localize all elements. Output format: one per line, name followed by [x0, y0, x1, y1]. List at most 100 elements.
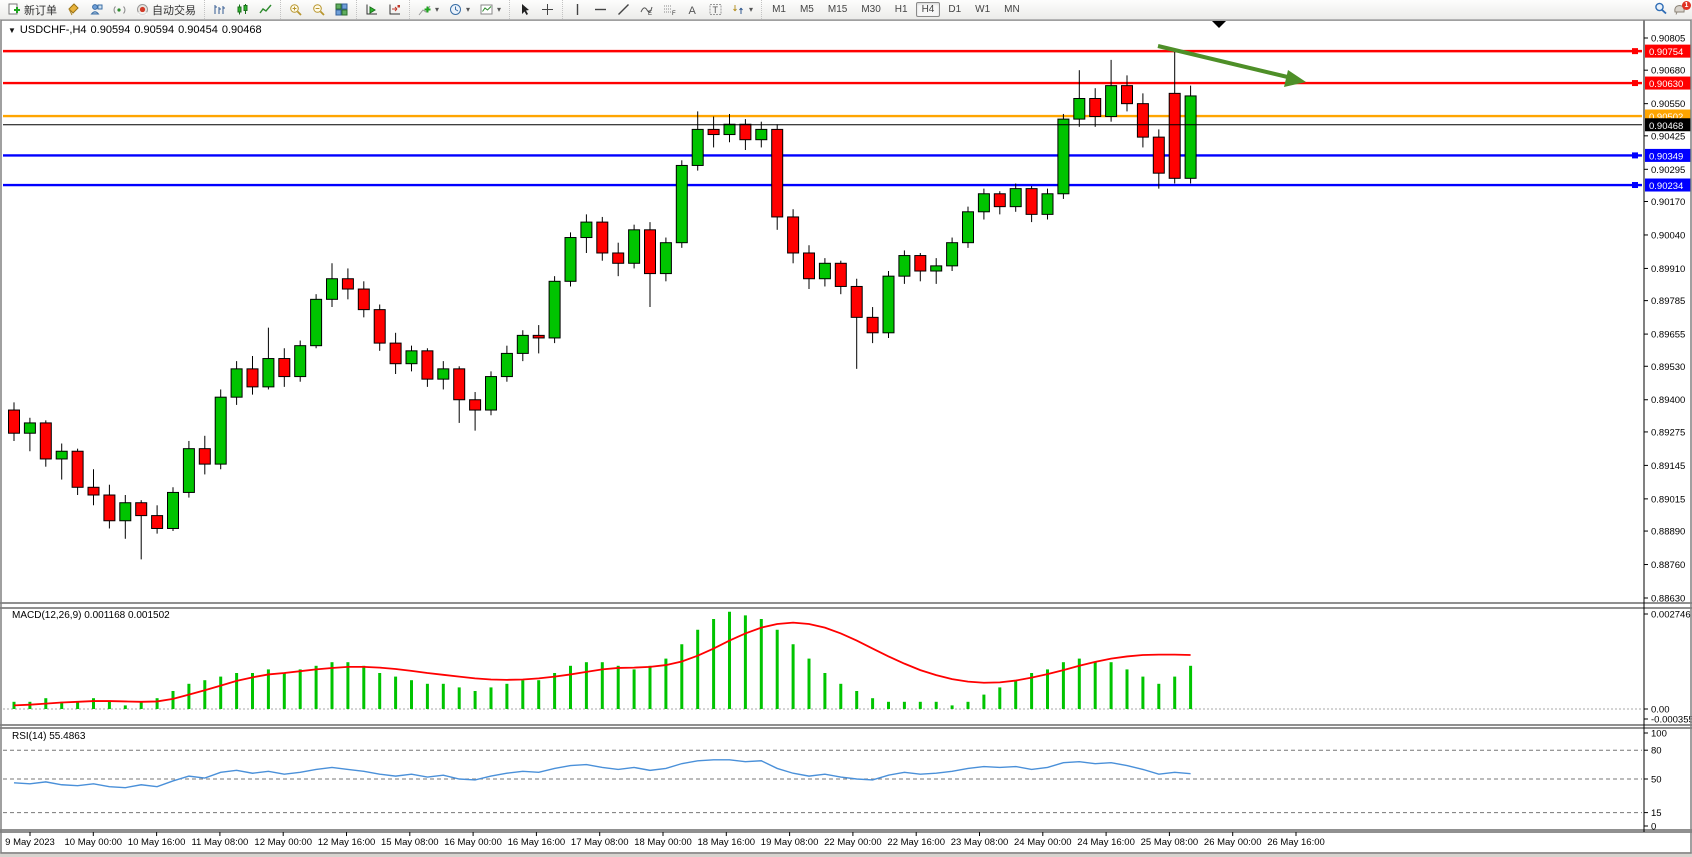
candle — [1168, 92, 1181, 179]
new-order-button[interactable]: 新订单 — [4, 0, 61, 20]
tf-m5-button[interactable]: M5 — [794, 2, 820, 17]
tf-mn-button[interactable]: MN — [998, 2, 1026, 17]
candle — [914, 255, 927, 272]
candle — [1184, 95, 1197, 179]
zoom-in-icon — [289, 3, 302, 16]
tf-m1-button[interactable]: M1 — [766, 2, 792, 17]
line-handle[interactable] — [1632, 182, 1638, 189]
horizontal-lines-layer[interactable] — [3, 48, 1642, 189]
notifications-button[interactable]: 1 — [1673, 0, 1691, 18]
tf-mn-label: MN — [1004, 4, 1020, 15]
line-chart-mode-button[interactable] — [255, 1, 276, 18]
periods-menu-button[interactable]: ▾ — [445, 1, 474, 18]
svg-text:0.90502: 0.90502 — [1649, 112, 1683, 123]
trendline-tool-button[interactable] — [613, 1, 634, 18]
tf-m15-button[interactable]: M15 — [822, 2, 853, 17]
time-label: 12 May 00:00 — [254, 837, 312, 848]
candle — [39, 422, 52, 460]
trend-arrow-annotation[interactable] — [1157, 44, 1297, 81]
bar-chart-mode-icon — [213, 3, 226, 16]
chart-shift-icon — [388, 3, 401, 16]
toolbar-group — [280, 0, 356, 19]
text-tool-button[interactable]: A — [682, 1, 703, 18]
chart-styler-icon — [67, 3, 80, 16]
symbol-period-label: USDCHF-,H4 — [19, 24, 87, 36]
time-label: 22 May 16:00 — [887, 837, 945, 848]
equidistant-channel-tool-button[interactable]: E — [636, 1, 657, 18]
candle — [739, 123, 752, 141]
tf-m30-button[interactable]: M30 — [855, 2, 886, 17]
svg-text:0.90630: 0.90630 — [1649, 79, 1683, 90]
indicators-menu-button[interactable]: ▾ — [414, 1, 443, 18]
candle — [135, 502, 148, 517]
cursor-tool-icon — [518, 3, 531, 16]
svg-text:T: T — [713, 5, 719, 15]
auto-trading-button[interactable]: 自动交易 — [132, 0, 200, 20]
svg-text:0.88630: 0.88630 — [1651, 593, 1685, 604]
candle — [421, 350, 434, 380]
chart-shift-marker[interactable] — [1212, 21, 1226, 28]
candle — [389, 342, 402, 365]
chart-styler-button[interactable] — [63, 1, 84, 18]
cursor-tool-button[interactable] — [514, 1, 535, 18]
candle — [357, 288, 370, 311]
line-handle[interactable] — [1632, 152, 1638, 159]
candle — [1136, 103, 1149, 138]
zoom-out-button[interactable] — [308, 1, 329, 18]
zoom-in-button[interactable] — [285, 1, 306, 18]
time-axis[interactable]: 9 May 2023 10 May 00:00 10 May 16:00 11 May… — [5, 832, 1325, 848]
periods-menu-dropdown-icon[interactable]: ▾ — [466, 5, 471, 14]
line-handle[interactable] — [1632, 80, 1638, 87]
candlestick-mode-button[interactable] — [232, 1, 253, 18]
bar-chart-mode-button[interactable] — [209, 1, 230, 18]
rsi-axis-labels: 100 80 50 15 0 — [1644, 729, 1667, 833]
candle — [500, 352, 513, 378]
candle — [596, 221, 609, 254]
arrows-tool-dropdown-icon[interactable]: ▾ — [749, 5, 754, 14]
candle — [977, 193, 990, 213]
candle — [485, 376, 497, 411]
profile-button[interactable] — [86, 1, 107, 18]
candle — [882, 275, 895, 334]
templates-menu-dropdown-icon[interactable]: ▾ — [497, 5, 502, 14]
templates-menu-button[interactable]: ▾ — [476, 1, 505, 18]
chart-shift-button[interactable] — [384, 1, 405, 18]
svg-text:0.88760: 0.88760 — [1651, 560, 1685, 571]
tile-windows-button[interactable] — [331, 1, 352, 18]
signals-button[interactable] — [109, 1, 130, 18]
tile-windows-icon — [335, 3, 348, 16]
svg-text:0.90349: 0.90349 — [1649, 151, 1683, 162]
notification-badge: 1 — [1682, 0, 1691, 10]
line-handle[interactable] — [1632, 48, 1638, 55]
text-label-tool-button[interactable]: T — [705, 1, 726, 18]
candle — [850, 285, 863, 318]
fibonacci-tool-button[interactable]: F — [659, 1, 680, 18]
svg-text:0.89655: 0.89655 — [1651, 330, 1685, 341]
price-label-box — [1645, 76, 1691, 90]
svg-text:0.90425: 0.90425 — [1651, 131, 1685, 142]
tf-h4-button[interactable]: H4 — [915, 2, 941, 17]
tf-w1-button[interactable]: W1 — [969, 2, 996, 17]
candle — [405, 350, 418, 365]
svg-text:100: 100 — [1651, 729, 1667, 740]
arrows-tool-button[interactable]: ▾ — [728, 1, 757, 18]
search-icon[interactable] — [1654, 2, 1667, 18]
tf-h1-button[interactable]: H1 — [889, 2, 914, 17]
candle — [198, 448, 211, 465]
indicators-menu-dropdown-icon[interactable]: ▾ — [435, 5, 440, 14]
time-label: 9 May 2023 — [5, 837, 55, 848]
svg-text:50: 50 — [1651, 775, 1662, 786]
crosshair-tool-button[interactable] — [537, 1, 558, 18]
svg-text:0.89145: 0.89145 — [1651, 461, 1685, 472]
chart-collapse-icon[interactable]: ▼ — [8, 25, 16, 35]
svg-text:-0.000355: -0.000355 — [1651, 715, 1692, 726]
vertical-line-tool-button[interactable] — [567, 1, 588, 18]
candlestick-mode-icon — [236, 3, 249, 16]
candle — [326, 278, 338, 300]
svg-text:0.89530: 0.89530 — [1651, 362, 1685, 373]
auto-scroll-button[interactable] — [361, 1, 382, 18]
horizontal-line-tool-button[interactable] — [590, 1, 611, 18]
tf-d1-button[interactable]: D1 — [942, 2, 967, 17]
candle — [278, 358, 291, 378]
